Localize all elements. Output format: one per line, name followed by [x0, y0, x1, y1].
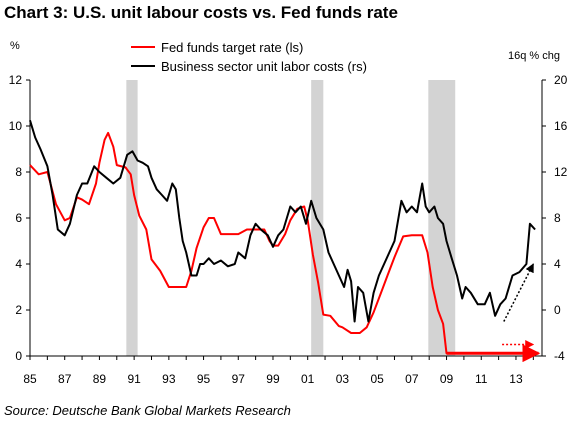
x-tick-label: 95: [197, 372, 211, 386]
recession-band-2: [428, 80, 456, 356]
left-axis-unit: %: [10, 40, 20, 52]
series-line-1: [29, 120, 536, 323]
left-tick-label: 8: [15, 165, 22, 179]
annotation-arrow-0: [503, 263, 534, 322]
recession-band-0: [126, 80, 138, 356]
left-tick-label: 0: [15, 349, 22, 363]
right-tick-label: 16: [554, 119, 568, 133]
x-tick-label: 03: [336, 372, 350, 386]
left-tick-label: 4: [15, 257, 22, 271]
right-tick-label: 8: [554, 211, 561, 225]
x-tick-label: 89: [93, 372, 107, 386]
x-tick-label: 11: [475, 372, 488, 386]
left-tick-label: 6: [15, 211, 22, 225]
x-tick-label: 87: [58, 372, 72, 386]
legend-label-1: Business sector unit labor costs (rs): [161, 59, 367, 74]
x-tick-label: 09: [440, 372, 454, 386]
right-axis-unit: 16q % chg: [508, 50, 560, 62]
right-tick-label: 12: [554, 165, 568, 179]
left-tick-label: 10: [9, 119, 23, 133]
legend-label-0: Fed funds target rate (ls): [161, 40, 303, 55]
x-tick-label: 01: [301, 372, 315, 386]
x-tick-label: 93: [162, 372, 176, 386]
x-tick-label: 13: [509, 372, 523, 386]
x-tick-label: 99: [266, 372, 280, 386]
x-tick-label: 91: [127, 372, 141, 386]
chart-source: Source: Deutsche Bank Global Markets Res…: [4, 403, 291, 418]
right-tick-label: 20: [554, 73, 568, 87]
x-tick-label: 07: [405, 372, 419, 386]
right-tick-label: 4: [554, 257, 561, 271]
left-tick-label: 2: [15, 303, 22, 317]
x-tick-label: 85: [23, 372, 37, 386]
left-tick-label: 12: [9, 73, 23, 87]
series-line-0: [29, 131, 537, 355]
x-tick-label: 97: [232, 372, 246, 386]
right-tick-label: -4: [554, 349, 565, 363]
x-tick-label: 05: [370, 372, 384, 386]
right-tick-label: 0: [554, 303, 561, 317]
chart-title: Chart 3: U.S. unit labour costs vs. Fed …: [4, 3, 398, 22]
